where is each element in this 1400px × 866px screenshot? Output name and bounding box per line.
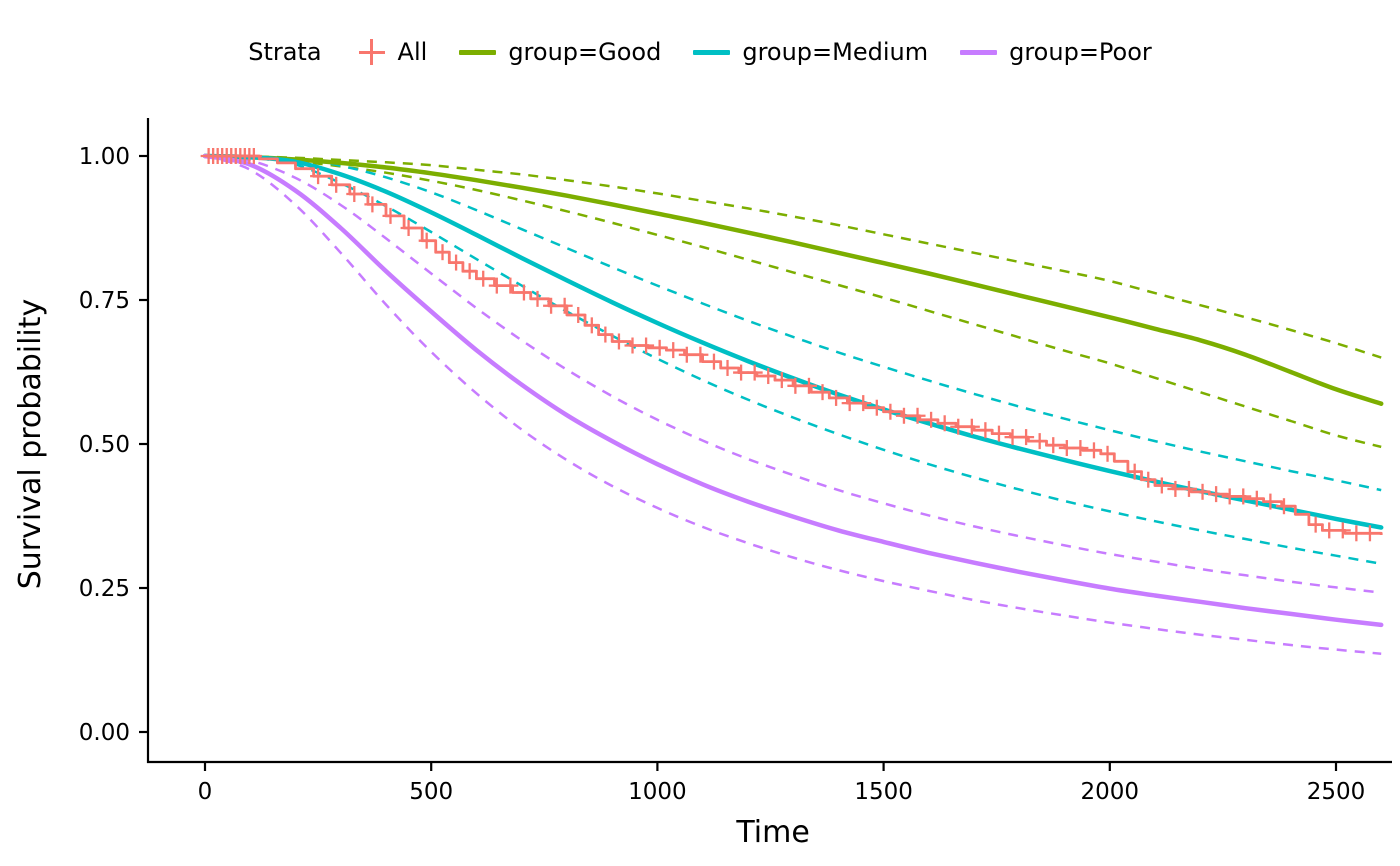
legend-label-good: group=Good [508, 38, 662, 66]
line-key-icon-poor [960, 49, 998, 55]
line-key-icon-medium [693, 49, 731, 55]
x-tick-label: 0 [198, 779, 213, 805]
x-tick-label: 2500 [1307, 779, 1366, 805]
x-tick-label: 1500 [854, 779, 913, 805]
ci-upper-poor [204, 154, 1382, 594]
legend-label-medium: group=Medium [742, 38, 929, 66]
ci-lower-medium [204, 154, 1382, 566]
x-tick-label: 500 [409, 779, 453, 805]
x-tick-label: 1000 [628, 779, 687, 805]
legend-item-good: group=Good [459, 38, 661, 66]
y-tick-label: 0.25 [79, 576, 130, 602]
ci-lower-poor [204, 154, 1382, 655]
censor-plus-icon [358, 38, 386, 66]
legend-item-poor: group=Poor [960, 38, 1152, 66]
legend-item-medium: group=Medium [693, 38, 928, 66]
legend-label-all: All [397, 38, 428, 66]
ci-upper-medium [204, 154, 1382, 492]
y-tick-label: 0.75 [79, 288, 130, 314]
legend-item-all: All [358, 38, 428, 66]
survival-curve-all [205, 154, 1383, 535]
y-tick-label: 0.00 [79, 720, 130, 746]
x-axis-title: Time [735, 815, 809, 850]
legend-label-poor: group=Poor [1009, 38, 1152, 66]
ci-upper-good [204, 154, 1382, 359]
survival-curve-good [202, 153, 1384, 406]
y-axis-title: Survival probability [13, 299, 48, 590]
legend-title: Strata [248, 38, 322, 66]
ci-lower-good [204, 154, 1382, 449]
legend: Strata All group=Good group=Medium group… [0, 38, 1400, 66]
survival-curve-poor [202, 153, 1384, 628]
y-tick-label: 1.00 [79, 144, 130, 170]
line-key-icon-good [459, 49, 497, 55]
y-tick-label: 0.50 [79, 432, 130, 458]
x-tick-label: 2000 [1081, 779, 1140, 805]
